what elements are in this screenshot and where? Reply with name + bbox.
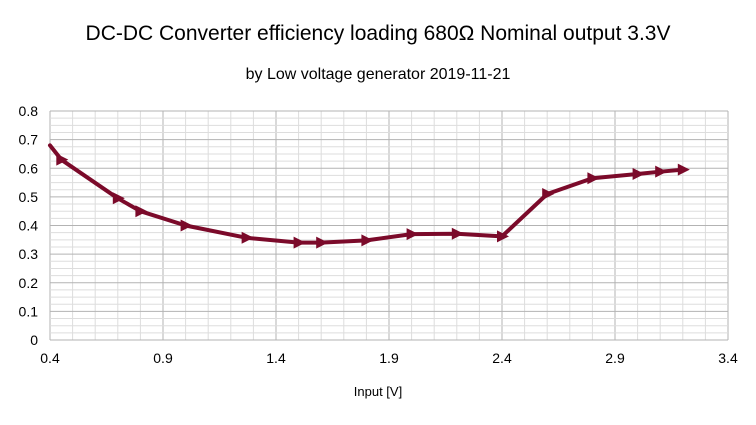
- data-point-marker: [241, 231, 254, 244]
- x-tick-label: 0.4: [40, 350, 60, 366]
- y-tick-label: 0.7: [19, 132, 39, 148]
- x-tick-label: 1.9: [379, 350, 399, 366]
- y-tick-label: 0.3: [19, 246, 39, 262]
- data-point-marker: [655, 165, 668, 178]
- y-tick-label: 0.2: [19, 275, 39, 291]
- y-tick-label: 0.1: [19, 303, 39, 319]
- x-tick-label: 2.4: [492, 350, 512, 366]
- data-point-marker: [406, 228, 419, 241]
- data-point-marker: [180, 219, 193, 232]
- y-tick-label: 0: [30, 332, 38, 348]
- data-point-marker: [361, 234, 374, 247]
- y-tick-label: 0.4: [19, 218, 39, 234]
- data-point-marker: [293, 236, 306, 249]
- x-tick-label: 1.4: [266, 350, 286, 366]
- chart-subtitle: by Low voltage generator 2019-11-21: [245, 66, 511, 83]
- data-point-marker: [56, 153, 69, 166]
- x-tick-label: 0.9: [153, 350, 173, 366]
- data-point-marker: [632, 167, 645, 180]
- data-point-marker: [451, 227, 464, 240]
- y-tick-label: 0.5: [19, 189, 39, 205]
- x-axis-label: Input [V]: [353, 384, 403, 399]
- data-point-marker: [542, 188, 555, 201]
- data-point-marker: [112, 192, 125, 205]
- y-tick-label: 0.8: [19, 103, 39, 119]
- data-point-marker: [316, 236, 329, 249]
- data-point-marker: [497, 230, 509, 243]
- data-point-marker: [677, 163, 690, 176]
- chart-title: DC-DC Converter efficiency loading 680Ω …: [85, 22, 671, 45]
- x-tick-label: 2.9: [605, 350, 625, 366]
- data-point-marker: [587, 172, 600, 185]
- x-tick-label: 3.4: [718, 350, 738, 366]
- data-point-marker: [135, 205, 148, 218]
- y-tick-label: 0.6: [19, 160, 39, 176]
